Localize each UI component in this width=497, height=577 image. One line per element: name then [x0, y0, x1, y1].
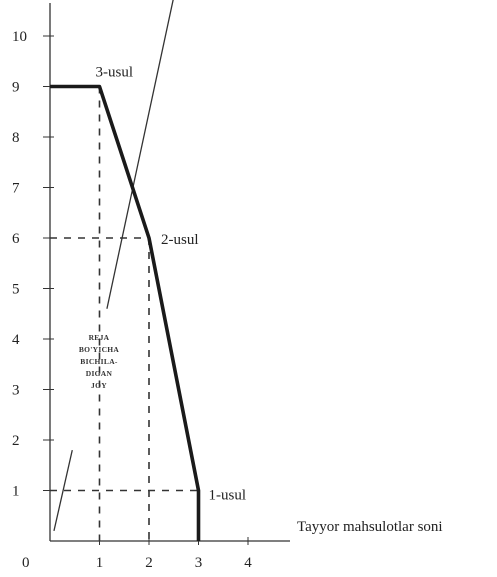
x-tick-label: 3	[195, 555, 203, 571]
region-label-line: DIGAN	[86, 369, 113, 378]
y-tick-label: 3	[12, 383, 20, 399]
x-tick-label: 4	[244, 555, 252, 571]
annotations: 3-usul 2-usul 1-usul	[96, 65, 247, 504]
method-label: 2-usul	[161, 232, 199, 248]
origin-label: 0	[22, 555, 30, 571]
y-tick-label: 7	[12, 181, 20, 197]
axes	[43, 3, 290, 545]
x-tick-label: 2	[145, 555, 153, 571]
extra-lines	[53, 0, 174, 532]
region-label: REJA BO'YICHA BICHILA- DIGAN JOY	[79, 333, 120, 390]
region-label-line: REJA	[89, 333, 110, 342]
series-line	[50, 84, 201, 541]
x-axis-label: Tayyor mahsulotlar soni	[297, 519, 443, 535]
x-tick-label: 1	[96, 555, 104, 571]
y-tick-label: 9	[12, 80, 20, 96]
region-label-line: JOY	[91, 381, 107, 390]
y-tick-label: 1	[12, 484, 20, 500]
region-label-line: BO'YICHA	[79, 345, 120, 354]
thin-line	[53, 449, 73, 532]
y-tick-label: 2	[12, 433, 20, 449]
y-tick-label: 5	[12, 282, 20, 298]
y-tick-label: 4	[12, 332, 20, 348]
region-label-line: BICHILA-	[80, 357, 118, 366]
y-tick-label: 6	[12, 231, 20, 247]
y-tick-label: 10	[12, 29, 27, 45]
tick-labels: 1 2 3 4 5 6 7 8 9 10 1 2 3 4	[12, 29, 252, 571]
guide-lines	[50, 86, 199, 541]
method-label: 3-usul	[96, 65, 134, 81]
method-label: 1-usul	[209, 488, 247, 504]
series-lines	[50, 84, 201, 541]
thin-line	[106, 0, 174, 309]
y-tick-label: 8	[12, 130, 20, 146]
